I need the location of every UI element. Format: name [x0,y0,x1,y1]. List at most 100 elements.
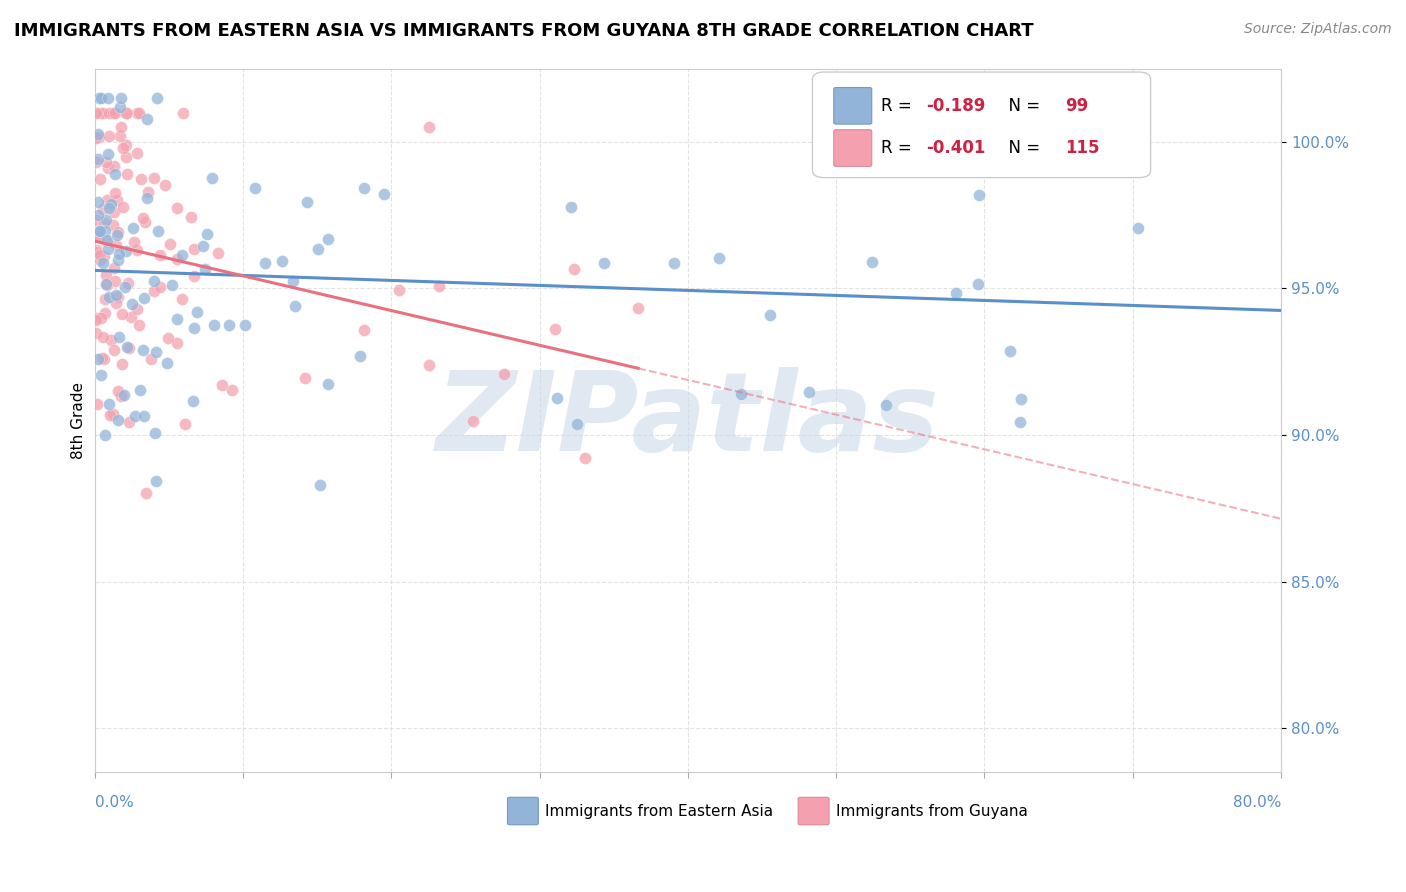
Point [90,310,112,325]
Point [316,376,339,391]
Point [86,194,108,209]
Point [90,91,112,105]
Point [1126,220,1149,235]
Point [90,368,112,383]
Point [233,318,256,332]
Point [125,105,148,120]
Point [93,216,115,230]
Point [1102,120,1125,135]
Point [129,383,152,397]
Point [950,106,973,120]
Point [494,367,516,381]
Point [139,351,162,366]
Point [998,344,1021,359]
Point [86,127,108,141]
Point [107,290,129,304]
Point [166,312,188,326]
Point [117,277,139,291]
Point [120,310,142,325]
Point [105,228,128,243]
Point [107,384,129,398]
Point [146,91,169,105]
Point [89,253,111,268]
Point [104,238,127,252]
Point [707,251,730,265]
Text: Immigrants from Eastern Asia: Immigrants from Eastern Asia [546,804,773,819]
Point [107,252,129,267]
Point [546,392,568,406]
Point [111,307,134,321]
Point [318,232,340,246]
Point [100,333,122,347]
Point [89,224,111,238]
Point [134,215,156,229]
Point [93,224,115,238]
Point [84,326,107,341]
Point [87,230,110,244]
Point [103,408,125,422]
Point [153,178,176,193]
Point [110,120,132,134]
Point [128,105,150,120]
Point [149,248,172,262]
Point [98,201,121,215]
Point [1010,392,1032,407]
Point [117,340,139,354]
Point [93,248,115,262]
Point [183,320,205,334]
Point [281,274,304,288]
Point [136,191,159,205]
Point [132,409,155,423]
Point [146,224,169,238]
Text: 0.0%: 0.0% [94,795,134,810]
Point [349,349,371,363]
Text: Source: ZipAtlas.com: Source: ZipAtlas.com [1244,22,1392,37]
Point [124,409,146,424]
Point [159,236,181,251]
Point [166,336,188,351]
Point [118,415,141,429]
Text: ZIPatlas: ZIPatlas [436,367,939,474]
Point [107,413,129,427]
Point [94,277,117,291]
Point [100,196,122,211]
Point [86,152,108,166]
Point [96,161,118,175]
Point [129,171,152,186]
Point [91,202,114,216]
Text: N =: N = [997,97,1045,115]
Point [135,485,157,500]
FancyBboxPatch shape [799,797,830,825]
Point [105,193,128,207]
Point [180,211,202,225]
Text: -0.189: -0.189 [927,97,986,115]
Point [138,185,160,199]
Point [84,225,107,239]
Point [93,351,115,366]
Point [565,417,588,431]
Point [89,172,111,186]
Y-axis label: 8th Grade: 8th Grade [72,382,86,458]
Point [194,262,217,277]
Point [127,145,149,160]
Point [172,105,194,120]
Point [125,302,148,317]
Text: Immigrants from Guyana: Immigrants from Guyana [837,804,1028,819]
Text: N =: N = [997,139,1045,157]
Point [128,318,150,332]
Point [295,194,318,209]
Point [172,292,194,306]
Point [115,105,138,120]
Point [89,247,111,261]
Point [110,91,132,105]
Text: 99: 99 [1066,97,1088,115]
Point [145,425,167,440]
Point [101,219,124,233]
Point [294,371,316,385]
Point [418,120,440,134]
Point [662,256,685,270]
Point [243,181,266,195]
Point [562,261,585,276]
Point [108,100,131,114]
Point [93,428,115,442]
